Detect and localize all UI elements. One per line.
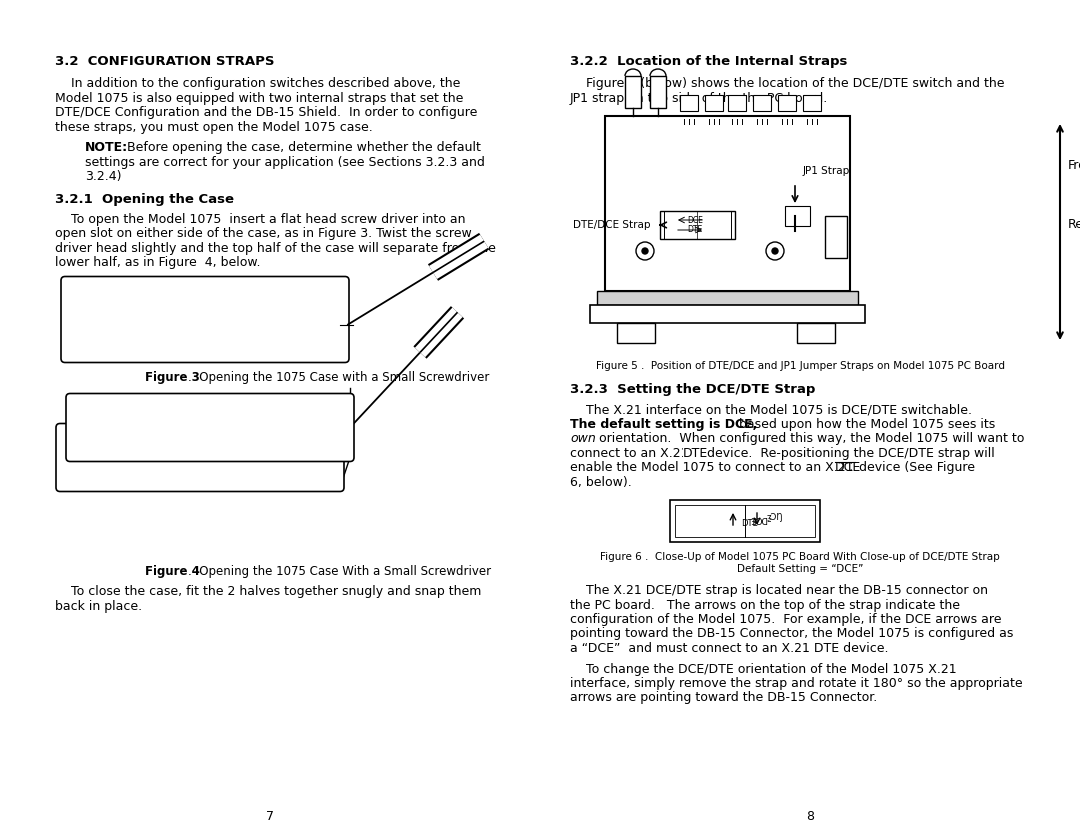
Text: 3.2.2  Location of the Internal Straps: 3.2.2 Location of the Internal Straps	[570, 55, 848, 68]
FancyBboxPatch shape	[56, 424, 345, 491]
Text: DCE: DCE	[687, 215, 703, 224]
Text: orientation.  When configured this way, the Model 1075 will want to: orientation. When configured this way, t…	[595, 432, 1024, 445]
Text: JP1 strap on top side of the the PC board.: JP1 strap on top side of the the PC boar…	[570, 92, 828, 104]
Text: 3.2.1  Opening the Case: 3.2.1 Opening the Case	[55, 193, 234, 205]
FancyBboxPatch shape	[60, 277, 349, 363]
Text: DTE: DTE	[683, 446, 708, 460]
Text: The X.21 interface on the Model 1075 is DCE/DTE switchable.: The X.21 interface on the Model 1075 is …	[570, 403, 972, 416]
Text: DTE: DTE	[687, 224, 703, 234]
Text: .  Opening the 1075 Case With a Small Screwdriver: . Opening the 1075 Case With a Small Scr…	[188, 565, 491, 579]
Text: Figure 5 (below) shows the location of the DCE/DTE switch and the: Figure 5 (below) shows the location of t…	[570, 77, 1004, 90]
Text: Figure 5 .  Position of DTE/DCE and JP1 Jumper Straps on Model 1075 PC Board: Figure 5 . Position of DTE/DCE and JP1 J…	[595, 361, 1004, 371]
Bar	[605, 116, 850, 291]
Text: DCE: DCE	[750, 514, 767, 522]
Text: these straps, you must open the Model 1075 case.: these straps, you must open the Model 10…	[55, 120, 373, 133]
Text: In addition to the configuration switches described above, the: In addition to the configuration switche…	[55, 77, 460, 90]
Bar	[670, 500, 820, 542]
Bar	[590, 305, 865, 323]
Bar	[778, 95, 796, 111]
Text: configuration of the Model 1075.  For example, if the DCE arrows are: configuration of the Model 1075. For exa…	[570, 613, 1001, 626]
Text: device (See Figure: device (See Figure	[855, 461, 975, 474]
Bar	[675, 505, 815, 537]
FancyBboxPatch shape	[66, 394, 354, 461]
Text: open slot on either side of the case, as in Figure 3. Twist the screw: open slot on either side of the case, as…	[55, 227, 472, 240]
Text: DTE/DCE Configuration and the DB-15 Shield.  In order to configure: DTE/DCE Configuration and the DB-15 Shie…	[55, 106, 477, 119]
Bar	[660, 211, 735, 239]
Circle shape	[642, 248, 648, 254]
Text: 3.2.4): 3.2.4)	[85, 170, 121, 183]
Bar	[597, 291, 858, 305]
Text: Before opening the case, determine whether the default: Before opening the case, determine wheth…	[119, 141, 481, 154]
Text: ƺƆŊ: ƺƆŊ	[767, 514, 784, 522]
Text: Figure 6 .  Close-Up of Model 1075 PC Board With Close-up of DCE/DTE Strap: Figure 6 . Close-Up of Model 1075 PC Boa…	[600, 552, 1000, 562]
Text: pointing toward the DB-15 Connector, the Model 1075 is configured as: pointing toward the DB-15 Connector, the…	[570, 627, 1013, 641]
Bar	[650, 76, 666, 108]
Bar	[705, 95, 723, 111]
Text: To open the Model 1075  insert a flat head screw driver into an: To open the Model 1075 insert a flat hea…	[55, 213, 465, 225]
Bar	[785, 206, 810, 226]
Text: device.  Re-positioning the DCE/DTE strap will: device. Re-positioning the DCE/DTE strap…	[703, 446, 995, 460]
Text: own: own	[570, 432, 596, 445]
Text: Default Setting = “DCE”: Default Setting = “DCE”	[737, 564, 863, 574]
Bar	[804, 95, 821, 111]
Bar	[617, 323, 654, 343]
Text: 3.2  CONFIGURATION STRAPS: 3.2 CONFIGURATION STRAPS	[55, 55, 274, 68]
Text: Rear: Rear	[1068, 218, 1080, 231]
Text: driver head slightly and the top half of the case will separate from the: driver head slightly and the top half of…	[55, 242, 496, 254]
Text: DCE: DCE	[835, 461, 861, 474]
Bar	[680, 95, 698, 111]
Bar	[728, 95, 746, 111]
Bar	[825, 216, 847, 258]
Text: Figure 4: Figure 4	[145, 565, 200, 579]
Text: 8: 8	[806, 810, 814, 823]
Text: To close the case, fit the 2 halves together snugly and snap them: To close the case, fit the 2 halves toge…	[55, 585, 482, 599]
Text: 6, below).: 6, below).	[570, 475, 632, 489]
Text: The default setting is DCE,: The default setting is DCE,	[570, 418, 757, 430]
Text: NOTE:: NOTE:	[85, 141, 129, 154]
Bar	[797, 323, 835, 343]
Text: connect to an X.21: connect to an X.21	[570, 446, 692, 460]
Text: the PC board.   The arrows on the top of the strap indicate the: the PC board. The arrows on the top of t…	[570, 599, 960, 611]
Text: Figure 3: Figure 3	[145, 370, 200, 384]
Text: a “DCE”  and must connect to an X.21 DTE device.: a “DCE” and must connect to an X.21 DTE …	[570, 642, 889, 655]
Text: 7: 7	[266, 810, 274, 823]
Text: based upon how the Model 1075 sees its: based upon how the Model 1075 sees its	[735, 418, 996, 430]
Text: Front: Front	[1068, 158, 1080, 172]
Bar	[753, 95, 771, 111]
Text: The X.21 DCE/DTE strap is located near the DB-15 connector on: The X.21 DCE/DTE strap is located near t…	[570, 584, 988, 597]
Text: settings are correct for your application (see Sections 3.2.3 and: settings are correct for your applicatio…	[85, 155, 485, 168]
Text: DTE: DTE	[741, 520, 758, 529]
Bar	[625, 76, 642, 108]
Text: lower half, as in Figure  4, below.: lower half, as in Figure 4, below.	[55, 256, 260, 269]
Text: To change the DCE/DTE orientation of the Model 1075 X.21: To change the DCE/DTE orientation of the…	[570, 662, 957, 676]
Text: Model 1075 is also equipped with two internal straps that set the: Model 1075 is also equipped with two int…	[55, 92, 463, 104]
Text: JP1 Strap: JP1 Strap	[804, 166, 850, 176]
Text: 3.2.3  Setting the DCE/DTE Strap: 3.2.3 Setting the DCE/DTE Strap	[570, 383, 815, 396]
Text: back in place.: back in place.	[55, 600, 143, 613]
Text: DTE/DCE Strap: DTE/DCE Strap	[573, 220, 650, 230]
Text: enable the Model 1075 to connect to an X.21: enable the Model 1075 to connect to an X…	[570, 461, 858, 474]
Text: .  Opening the 1075 Case with a Small Screwdriver: . Opening the 1075 Case with a Small Scr…	[188, 370, 489, 384]
Circle shape	[772, 248, 778, 254]
Text: interface, simply remove the strap and rotate it 180° so the appropriate: interface, simply remove the strap and r…	[570, 677, 1023, 690]
Text: arrows are pointing toward the DB-15 Connector.: arrows are pointing toward the DB-15 Con…	[570, 691, 877, 705]
